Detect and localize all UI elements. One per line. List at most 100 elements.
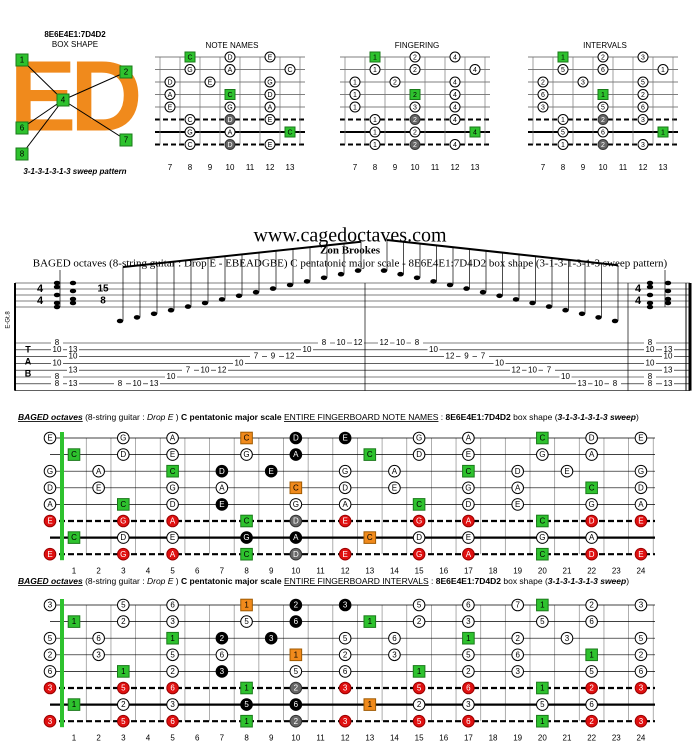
fret-number: 12 (639, 163, 648, 172)
note-label: G (169, 483, 175, 492)
note-label: 4 (453, 104, 457, 111)
tab-bg (662, 353, 674, 361)
note-label: 2 (541, 79, 545, 86)
fret-number: 8 (244, 733, 249, 742)
note-dot (349, 89, 361, 100)
note-label: 1 (601, 92, 605, 99)
note-label: A (293, 533, 299, 542)
note-dot (412, 431, 426, 445)
note-dot (224, 101, 236, 113)
note-label: E (638, 550, 643, 559)
note-label: 3 (641, 117, 645, 124)
note-square (166, 464, 179, 478)
note-label: E (564, 467, 569, 476)
note-label: A (228, 67, 233, 74)
note-label: 2 (589, 601, 594, 610)
note-dot (289, 615, 303, 628)
note-dot (637, 101, 649, 113)
note-label: 1 (244, 684, 249, 693)
note-label: G (47, 467, 53, 476)
note-square (536, 547, 549, 561)
notehead (646, 292, 654, 298)
note-dot (634, 464, 648, 478)
note-dot (412, 598, 426, 612)
note-label: 6 (515, 650, 520, 659)
tab-number: 10 (594, 379, 603, 388)
note-label: C (367, 450, 373, 459)
note-label: 5 (639, 634, 644, 643)
note-dot (557, 139, 569, 150)
time-sig: 15 (97, 284, 109, 295)
note-dot (409, 51, 421, 63)
note-label: 5 (121, 601, 126, 610)
notehead (646, 304, 654, 310)
notehead (286, 282, 294, 288)
note-label: 6 (639, 667, 644, 676)
notehead (150, 311, 158, 317)
tab-number: 8 (118, 379, 123, 388)
note-dot (264, 114, 276, 125)
note-label: E (219, 500, 224, 509)
tab-number: 8 (648, 379, 653, 388)
tab-number: 12 (286, 352, 295, 361)
title-text: ) (173, 412, 181, 422)
note-label: 1 (353, 104, 357, 111)
fret-number: 9 (208, 163, 213, 172)
fret-number: 7 (168, 163, 173, 172)
note-dot (634, 514, 648, 528)
note-label: E (170, 450, 175, 459)
note-label: A (466, 550, 472, 559)
note-dot (338, 714, 352, 728)
tab-bg (662, 346, 674, 354)
tab-number: 7 (254, 352, 259, 361)
fret-number: 8 (188, 163, 193, 172)
tab-number: 13 (69, 379, 78, 388)
note-label: E (269, 467, 274, 476)
notehead (53, 292, 61, 298)
tab-bg (662, 366, 674, 374)
note-dot (469, 64, 481, 75)
note-label: C (120, 500, 126, 509)
note-dot (166, 431, 179, 445)
title-text: : (429, 576, 436, 586)
marker-label: 4 (61, 96, 66, 105)
note-square (412, 498, 426, 511)
tab-bg (114, 380, 126, 388)
note-dot (43, 514, 57, 528)
box-line (21, 99, 64, 129)
note-square (67, 615, 81, 628)
note-dot (338, 648, 352, 662)
note-dot (224, 126, 236, 138)
note-square (585, 481, 598, 495)
notehead (646, 280, 654, 286)
note-label: A (342, 500, 348, 509)
note-dot (560, 631, 574, 645)
note-label: A (219, 483, 225, 492)
note-dot (166, 615, 179, 628)
note-dot (412, 448, 426, 461)
tab-bg (131, 380, 143, 388)
tab-number: 13 (69, 345, 78, 354)
note-dot (117, 681, 130, 695)
tab-number: 8 (55, 372, 60, 381)
note-label: 5 (561, 129, 565, 136)
tab-bg (576, 380, 588, 388)
note-square (536, 431, 549, 445)
note-label: 6 (392, 634, 397, 643)
marker (15, 121, 29, 135)
note-dot (43, 631, 57, 645)
fret-number: 11 (431, 163, 440, 172)
note-dot (166, 648, 179, 662)
note-dot (585, 665, 598, 678)
note-square (117, 665, 130, 678)
note-label: 1 (373, 67, 377, 74)
note-square (536, 598, 549, 612)
note-dot (412, 698, 426, 711)
note-dot (462, 648, 475, 662)
note-label: D (342, 483, 348, 492)
note-label: E (268, 142, 273, 149)
note-dot (369, 139, 381, 150)
note-dot (215, 665, 229, 678)
tab-bg (644, 373, 656, 381)
